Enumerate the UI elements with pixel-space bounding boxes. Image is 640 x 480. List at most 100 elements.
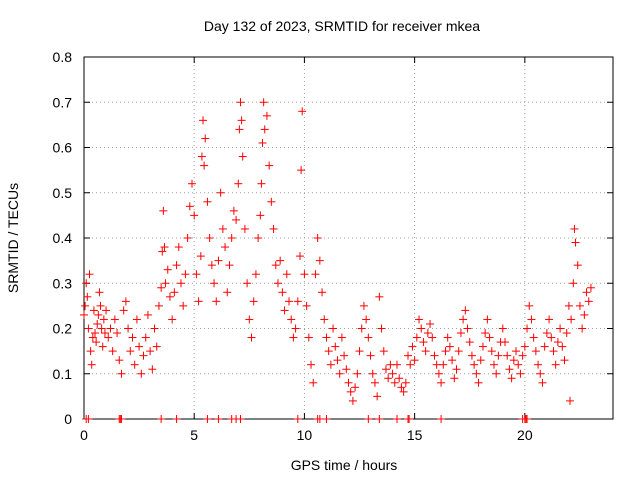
data-point	[260, 125, 269, 134]
data-point	[320, 315, 329, 324]
data-point	[293, 415, 302, 423]
data-point	[337, 333, 346, 342]
data-point	[410, 356, 419, 365]
x-tick-label: 10	[297, 427, 313, 443]
data-point	[439, 360, 448, 369]
data-point	[408, 342, 417, 351]
chart-title: Day 132 of 2023, SRMTID for receiver mke…	[204, 18, 480, 34]
data-point	[392, 360, 401, 369]
data-point	[104, 333, 113, 342]
data-point	[214, 256, 223, 265]
data-point	[340, 351, 349, 360]
data-point	[161, 279, 170, 288]
data-point	[512, 347, 521, 356]
data-point	[132, 315, 141, 324]
data-point	[373, 392, 382, 401]
data-point	[135, 342, 144, 351]
data-point	[505, 365, 514, 374]
data-point	[100, 329, 109, 338]
data-point	[254, 234, 263, 242]
data-point	[534, 360, 543, 369]
data-point	[529, 333, 538, 342]
data-point	[157, 283, 166, 292]
data-point	[280, 306, 289, 315]
y-tick-label: 0.8	[53, 49, 73, 65]
data-point	[401, 378, 410, 387]
y-axis: 0 0.1 0.2 0.3 0.4 0.5 0.6 0.7 0.8	[53, 49, 613, 427]
data-point	[547, 333, 556, 342]
data-point	[309, 378, 318, 387]
data-point	[121, 297, 130, 306]
data-point	[265, 161, 274, 170]
data-point	[304, 333, 313, 342]
data-point	[158, 247, 167, 256]
data-point	[467, 351, 476, 360]
data-point	[237, 116, 246, 125]
data-point	[257, 179, 266, 188]
data-point	[262, 111, 271, 120]
data-point	[503, 351, 512, 360]
data-point	[575, 301, 584, 310]
data-point	[216, 188, 225, 197]
data-point	[586, 283, 595, 292]
data-point	[196, 252, 205, 261]
data-point	[405, 415, 414, 423]
data-point	[445, 342, 454, 351]
data-point	[289, 333, 298, 342]
data-point	[296, 252, 305, 261]
data-point	[278, 288, 287, 297]
data-point	[240, 224, 249, 233]
data-point	[83, 292, 92, 301]
data-point	[342, 365, 351, 374]
data-point	[311, 270, 320, 279]
data-point	[115, 356, 124, 365]
data-point	[456, 329, 465, 338]
data-point	[318, 288, 327, 297]
x-tick-label: 20	[517, 427, 533, 443]
data-point	[165, 292, 174, 301]
data-point	[399, 387, 408, 396]
data-point	[397, 383, 406, 392]
y-tick-label: 0.7	[53, 94, 73, 110]
data-point	[461, 306, 470, 315]
data-point	[97, 324, 106, 333]
data-point	[450, 374, 459, 383]
data-point	[137, 369, 146, 378]
data-point	[485, 333, 494, 342]
data-point	[428, 333, 437, 342]
data-point	[582, 288, 591, 297]
data-point	[82, 279, 91, 288]
data-point	[236, 98, 245, 107]
data-point	[170, 288, 179, 297]
data-point	[353, 369, 362, 378]
data-point	[225, 261, 234, 270]
data-point	[520, 342, 529, 351]
data-point	[124, 324, 133, 333]
data-point	[562, 329, 571, 338]
data-point	[251, 270, 260, 279]
data-point	[551, 360, 560, 369]
data-point	[545, 315, 554, 324]
data-point	[412, 333, 421, 342]
data-point	[271, 261, 280, 270]
data-point	[357, 324, 366, 333]
data-point	[578, 324, 587, 333]
x-tick-label: 15	[407, 427, 423, 443]
data-point	[91, 329, 100, 338]
data-point	[404, 351, 413, 360]
data-point	[351, 383, 360, 392]
data-point	[437, 378, 446, 387]
data-point	[570, 224, 579, 233]
data-point	[531, 347, 540, 356]
data-point	[159, 206, 168, 215]
data-point	[388, 369, 397, 378]
data-point	[117, 415, 126, 423]
data-point	[518, 351, 527, 360]
data-point	[377, 324, 386, 333]
data-point	[434, 369, 443, 378]
data-point	[258, 138, 267, 147]
data-point	[227, 234, 236, 242]
data-point	[430, 351, 439, 360]
data-point	[558, 342, 567, 351]
